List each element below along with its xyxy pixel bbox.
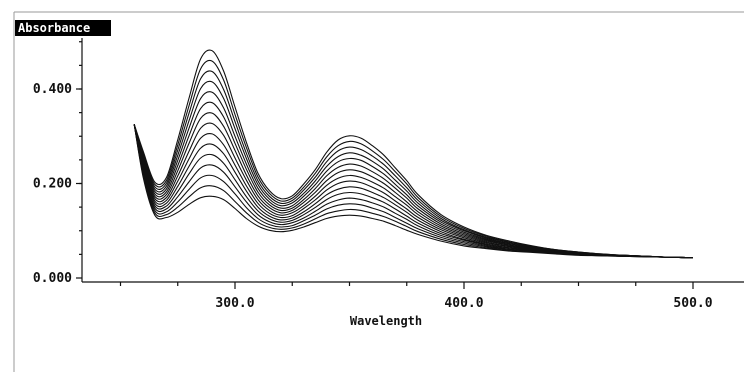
y-tick-label: 0.000 [33,271,72,286]
y-tick-label: 0.200 [33,177,72,192]
series-group [133,49,694,259]
spectrum-line-4 [133,124,694,259]
y-axis-label: Absorbance [18,21,90,35]
x-ticks: 300.0 400.0 500.0 [119,282,713,311]
spectrum-line-14 [133,59,694,259]
spectrum-line-15 [133,49,694,259]
spectrum-line-9 [133,112,694,259]
y-tick-label: 0.400 [33,82,72,97]
spectrum-line-6 [133,124,694,259]
y-ticks: 0.000 0.200 0.400 [33,41,82,286]
spectrum-line-3 [133,124,694,259]
spectrum-line-10 [133,101,694,259]
ylabel-box [15,20,111,36]
x-tick-label: 500.0 [673,296,712,311]
spectrum-line-5 [133,124,694,259]
spectrum-line-2 [133,124,694,259]
x-axis-label: Wavelength [350,314,422,328]
spectrum-line-1 [133,124,694,259]
spectrum-line-7 [133,124,694,259]
x-tick-label: 400.0 [444,296,483,311]
x-tick-label: 300.0 [215,296,254,311]
